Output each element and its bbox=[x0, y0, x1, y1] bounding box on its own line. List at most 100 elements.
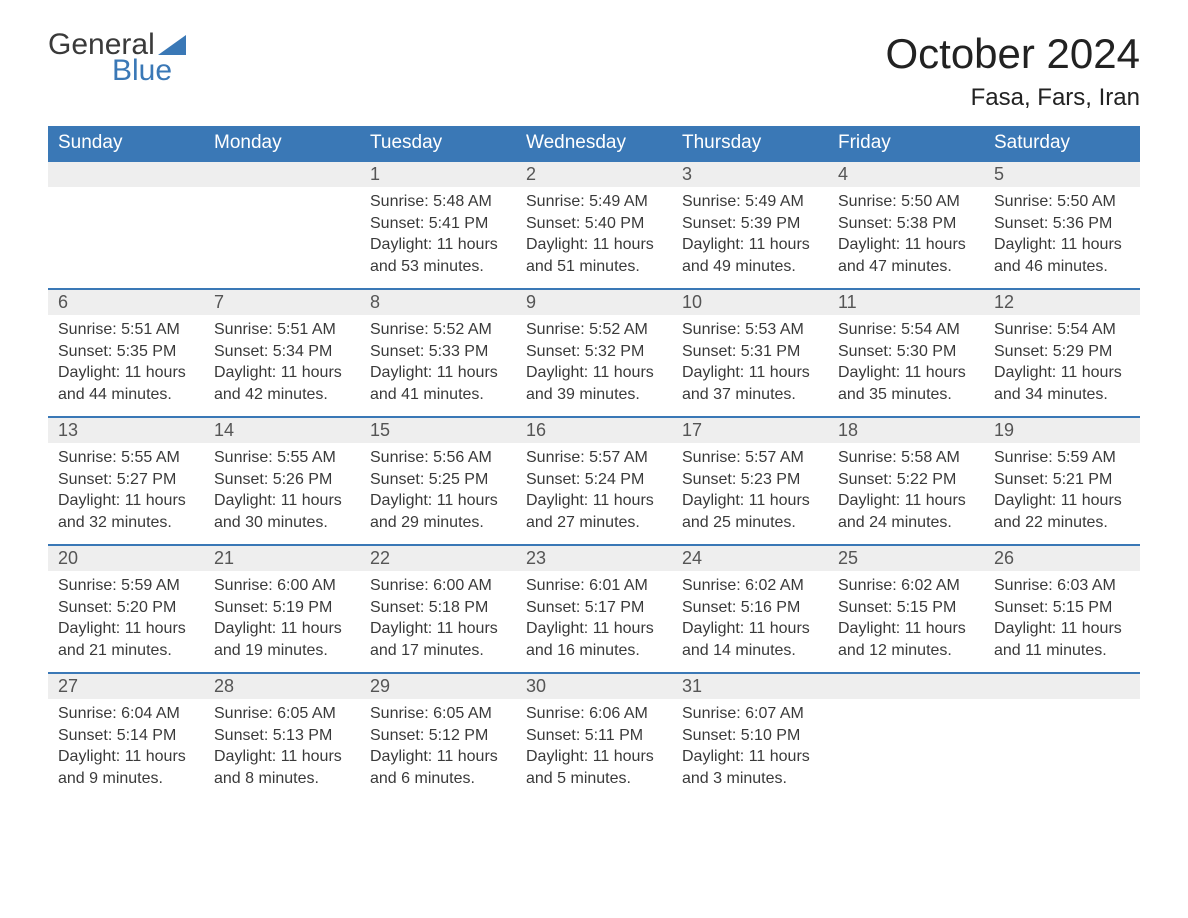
day-body: Sunrise: 5:57 AMSunset: 5:24 PMDaylight:… bbox=[516, 443, 672, 541]
calendar-cell: 23Sunrise: 6:01 AMSunset: 5:17 PMDayligh… bbox=[516, 544, 672, 672]
day-body bbox=[48, 187, 204, 277]
calendar-table: SundayMondayTuesdayWednesdayThursdayFrid… bbox=[48, 126, 1140, 800]
day-number: 22 bbox=[360, 544, 516, 571]
page: General Blue October 2024 Fasa, Fars, Ir… bbox=[0, 0, 1188, 840]
day-body: Sunrise: 5:55 AMSunset: 5:27 PMDaylight:… bbox=[48, 443, 204, 541]
sunset-line: Sunset: 5:12 PM bbox=[370, 725, 506, 747]
sunrise-line: Sunrise: 5:57 AM bbox=[682, 447, 818, 469]
day-number: 31 bbox=[672, 672, 828, 699]
sunset-line: Sunset: 5:22 PM bbox=[838, 469, 974, 491]
daylight-line: Daylight: 11 hours and 11 minutes. bbox=[994, 618, 1130, 661]
sunset-line: Sunset: 5:14 PM bbox=[58, 725, 194, 747]
calendar-cell: 21Sunrise: 6:00 AMSunset: 5:19 PMDayligh… bbox=[204, 544, 360, 672]
day-body: Sunrise: 5:58 AMSunset: 5:22 PMDaylight:… bbox=[828, 443, 984, 541]
day-number: 28 bbox=[204, 672, 360, 699]
calendar-cell: 13Sunrise: 5:55 AMSunset: 5:27 PMDayligh… bbox=[48, 416, 204, 544]
day-number bbox=[828, 672, 984, 699]
calendar-cell: 11Sunrise: 5:54 AMSunset: 5:30 PMDayligh… bbox=[828, 288, 984, 416]
sunrise-line: Sunrise: 5:52 AM bbox=[370, 319, 506, 341]
daylight-line: Daylight: 11 hours and 53 minutes. bbox=[370, 234, 506, 277]
sunrise-line: Sunrise: 5:51 AM bbox=[214, 319, 350, 341]
calendar-cell: 31Sunrise: 6:07 AMSunset: 5:10 PMDayligh… bbox=[672, 672, 828, 800]
sunset-line: Sunset: 5:15 PM bbox=[838, 597, 974, 619]
sunset-line: Sunset: 5:16 PM bbox=[682, 597, 818, 619]
day-body bbox=[984, 699, 1140, 789]
sunrise-line: Sunrise: 5:59 AM bbox=[994, 447, 1130, 469]
daylight-line: Daylight: 11 hours and 41 minutes. bbox=[370, 362, 506, 405]
day-number: 6 bbox=[48, 288, 204, 315]
day-number: 4 bbox=[828, 160, 984, 187]
daylight-line: Daylight: 11 hours and 27 minutes. bbox=[526, 490, 662, 533]
sunrise-line: Sunrise: 5:56 AM bbox=[370, 447, 506, 469]
daylight-line: Daylight: 11 hours and 17 minutes. bbox=[370, 618, 506, 661]
calendar-cell: 6Sunrise: 5:51 AMSunset: 5:35 PMDaylight… bbox=[48, 288, 204, 416]
sunset-line: Sunset: 5:19 PM bbox=[214, 597, 350, 619]
day-number: 9 bbox=[516, 288, 672, 315]
sunrise-line: Sunrise: 5:53 AM bbox=[682, 319, 818, 341]
day-number bbox=[204, 160, 360, 187]
day-number: 27 bbox=[48, 672, 204, 699]
day-body: Sunrise: 5:57 AMSunset: 5:23 PMDaylight:… bbox=[672, 443, 828, 541]
day-number: 15 bbox=[360, 416, 516, 443]
daylight-line: Daylight: 11 hours and 47 minutes. bbox=[838, 234, 974, 277]
sunrise-line: Sunrise: 5:54 AM bbox=[994, 319, 1130, 341]
day-body: Sunrise: 5:53 AMSunset: 5:31 PMDaylight:… bbox=[672, 315, 828, 413]
calendar-cell: 29Sunrise: 6:05 AMSunset: 5:12 PMDayligh… bbox=[360, 672, 516, 800]
calendar-cell: 25Sunrise: 6:02 AMSunset: 5:15 PMDayligh… bbox=[828, 544, 984, 672]
calendar-cell: 16Sunrise: 5:57 AMSunset: 5:24 PMDayligh… bbox=[516, 416, 672, 544]
day-number: 16 bbox=[516, 416, 672, 443]
daylight-line: Daylight: 11 hours and 37 minutes. bbox=[682, 362, 818, 405]
day-body: Sunrise: 6:06 AMSunset: 5:11 PMDaylight:… bbox=[516, 699, 672, 797]
sunrise-line: Sunrise: 6:06 AM bbox=[526, 703, 662, 725]
calendar-cell: 30Sunrise: 6:06 AMSunset: 5:11 PMDayligh… bbox=[516, 672, 672, 800]
daylight-line: Daylight: 11 hours and 19 minutes. bbox=[214, 618, 350, 661]
daylight-line: Daylight: 11 hours and 34 minutes. bbox=[994, 362, 1130, 405]
day-body: Sunrise: 6:04 AMSunset: 5:14 PMDaylight:… bbox=[48, 699, 204, 797]
sunset-line: Sunset: 5:17 PM bbox=[526, 597, 662, 619]
day-body: Sunrise: 5:48 AMSunset: 5:41 PMDaylight:… bbox=[360, 187, 516, 285]
day-body: Sunrise: 6:03 AMSunset: 5:15 PMDaylight:… bbox=[984, 571, 1140, 669]
sunrise-line: Sunrise: 5:49 AM bbox=[526, 191, 662, 213]
sunset-line: Sunset: 5:18 PM bbox=[370, 597, 506, 619]
sunrise-line: Sunrise: 5:52 AM bbox=[526, 319, 662, 341]
weekday-header: Monday bbox=[204, 126, 360, 160]
day-number: 10 bbox=[672, 288, 828, 315]
sunrise-line: Sunrise: 6:05 AM bbox=[370, 703, 506, 725]
day-body: Sunrise: 6:00 AMSunset: 5:18 PMDaylight:… bbox=[360, 571, 516, 669]
day-body: Sunrise: 5:59 AMSunset: 5:21 PMDaylight:… bbox=[984, 443, 1140, 541]
sunset-line: Sunset: 5:36 PM bbox=[994, 213, 1130, 235]
daylight-line: Daylight: 11 hours and 29 minutes. bbox=[370, 490, 506, 533]
day-number: 1 bbox=[360, 160, 516, 187]
logo-word2: Blue bbox=[112, 56, 172, 86]
sunrise-line: Sunrise: 6:03 AM bbox=[994, 575, 1130, 597]
calendar-cell: 17Sunrise: 5:57 AMSunset: 5:23 PMDayligh… bbox=[672, 416, 828, 544]
logo: General Blue bbox=[48, 30, 186, 86]
calendar-cell: 9Sunrise: 5:52 AMSunset: 5:32 PMDaylight… bbox=[516, 288, 672, 416]
day-number: 24 bbox=[672, 544, 828, 571]
day-number: 11 bbox=[828, 288, 984, 315]
calendar-body: 1Sunrise: 5:48 AMSunset: 5:41 PMDaylight… bbox=[48, 160, 1140, 800]
sunset-line: Sunset: 5:38 PM bbox=[838, 213, 974, 235]
day-number: 8 bbox=[360, 288, 516, 315]
weekday-header: Thursday bbox=[672, 126, 828, 160]
daylight-line: Daylight: 11 hours and 42 minutes. bbox=[214, 362, 350, 405]
daylight-line: Daylight: 11 hours and 9 minutes. bbox=[58, 746, 194, 789]
day-number: 17 bbox=[672, 416, 828, 443]
calendar-cell: 14Sunrise: 5:55 AMSunset: 5:26 PMDayligh… bbox=[204, 416, 360, 544]
calendar-cell: 7Sunrise: 5:51 AMSunset: 5:34 PMDaylight… bbox=[204, 288, 360, 416]
sunrise-line: Sunrise: 6:05 AM bbox=[214, 703, 350, 725]
daylight-line: Daylight: 11 hours and 14 minutes. bbox=[682, 618, 818, 661]
calendar-cell: 1Sunrise: 5:48 AMSunset: 5:41 PMDaylight… bbox=[360, 160, 516, 288]
day-body: Sunrise: 5:59 AMSunset: 5:20 PMDaylight:… bbox=[48, 571, 204, 669]
daylight-line: Daylight: 11 hours and 51 minutes. bbox=[526, 234, 662, 277]
sunrise-line: Sunrise: 5:55 AM bbox=[214, 447, 350, 469]
day-number: 19 bbox=[984, 416, 1140, 443]
day-number: 26 bbox=[984, 544, 1140, 571]
calendar-cell: 18Sunrise: 5:58 AMSunset: 5:22 PMDayligh… bbox=[828, 416, 984, 544]
sunset-line: Sunset: 5:41 PM bbox=[370, 213, 506, 235]
day-number: 14 bbox=[204, 416, 360, 443]
sunrise-line: Sunrise: 6:04 AM bbox=[58, 703, 194, 725]
calendar-cell: 28Sunrise: 6:05 AMSunset: 5:13 PMDayligh… bbox=[204, 672, 360, 800]
sunset-line: Sunset: 5:10 PM bbox=[682, 725, 818, 747]
calendar-cell: 8Sunrise: 5:52 AMSunset: 5:33 PMDaylight… bbox=[360, 288, 516, 416]
